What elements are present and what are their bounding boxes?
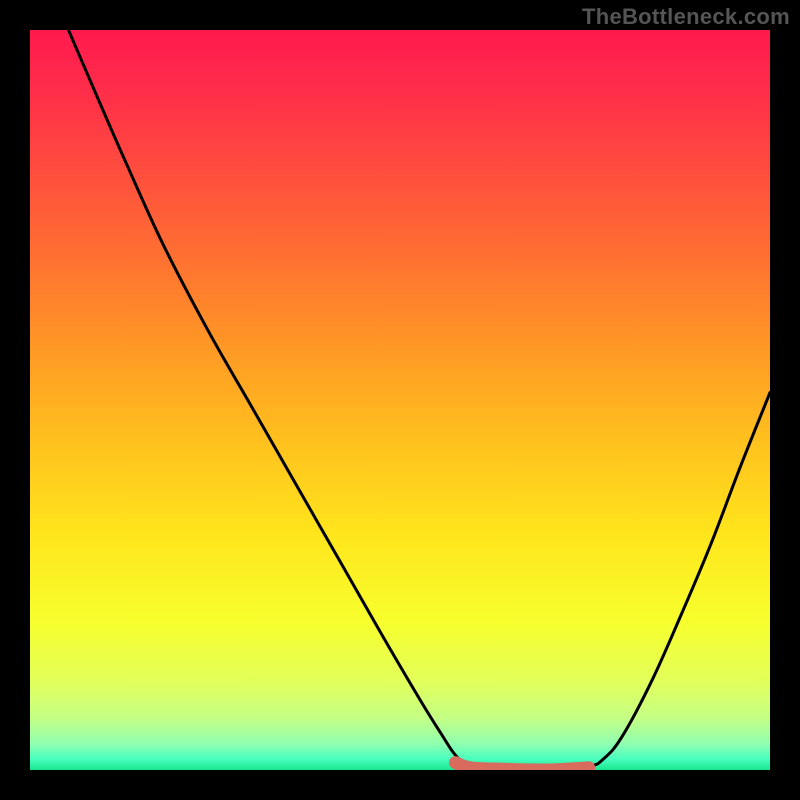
bottleneck-curve <box>68 30 770 770</box>
flat-region-highlight <box>456 763 589 770</box>
plot-area <box>30 30 770 770</box>
curve-layer <box>30 30 770 770</box>
outer-frame: TheBottleneck.com <box>0 0 800 800</box>
watermark-text: TheBottleneck.com <box>582 4 790 30</box>
